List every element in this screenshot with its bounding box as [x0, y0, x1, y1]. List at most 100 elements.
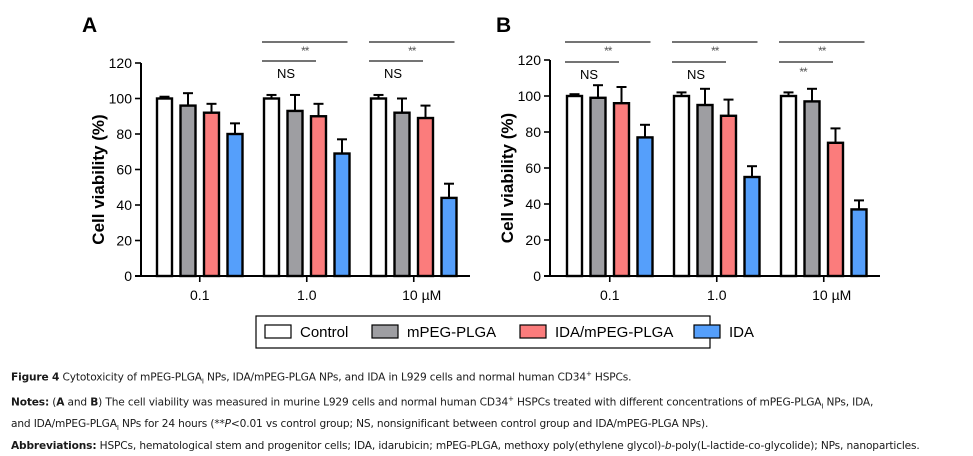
- legend-label: mPEG-PLGA: [407, 324, 496, 341]
- caption-sup: +: [508, 395, 514, 404]
- significance-label: **: [301, 44, 310, 58]
- caption-line-1: Figure 4 Cytotoxicity of mPEG-PLGAI NPs,…: [11, 366, 971, 391]
- caption-text: HSPCs, hematological stem and progenitor…: [96, 440, 665, 453]
- panel-a: A 0 20 40 60 80 100 120 Cell viability (%) 0.1 1.…: [82, 14, 470, 303]
- caption-text: HSPCs.: [591, 371, 632, 384]
- y-tick-label: 40: [525, 196, 541, 212]
- bar: [155, 97, 174, 278]
- bar: [286, 109, 304, 278]
- legend: Control mPEG-PLGA IDA/mPEG-PLGA IDA: [255, 315, 754, 349]
- caption-text: and IDA/mPEG-PLGA: [11, 418, 117, 431]
- panel-b-label: B: [496, 14, 511, 37]
- x-tick-label: 1.0: [707, 287, 727, 303]
- legend-swatch: [371, 324, 399, 339]
- x-tick-label: 10 µM: [812, 287, 851, 303]
- y-axis-label: Cell viability (%): [89, 114, 108, 244]
- caption-italic: P: [224, 418, 231, 431]
- legend-swatch: [693, 324, 721, 339]
- significance-label: NS: [580, 67, 598, 82]
- caption-text: NPs, IDA/mPEG-PLGA NPs, and IDA in L929 …: [203, 371, 586, 384]
- bar: [719, 114, 738, 278]
- bar: [636, 136, 654, 278]
- y-axis-label: Cell viability (%): [498, 113, 517, 243]
- y-tick-label: 80: [525, 124, 541, 140]
- caption-italic: b: [664, 440, 672, 453]
- caption-sub: I: [821, 402, 824, 411]
- bar: [416, 116, 435, 278]
- figure-label: Figure 4: [11, 371, 60, 384]
- caption-panel-ref: B: [90, 396, 99, 409]
- y-tick-label: 20: [525, 232, 541, 248]
- bar: [226, 132, 244, 278]
- y-tick-label: 120: [109, 55, 133, 71]
- y-tick-label: 0: [124, 268, 132, 284]
- significance-label: **: [711, 44, 720, 58]
- y-tick-label: 100: [109, 91, 133, 107]
- caption-abbreviations: Abbreviations: HSPCs, hematological stem…: [11, 438, 971, 456]
- bar: [262, 97, 281, 278]
- bar: [202, 111, 221, 278]
- bar: [743, 175, 761, 278]
- significance-label: NS: [277, 66, 295, 81]
- x-tick-label: 10 µM: [402, 287, 441, 303]
- legend-label: IDA/mPEG-PLGA: [555, 324, 673, 341]
- bar: [393, 111, 411, 278]
- y-tick-label: 0: [533, 268, 541, 284]
- bar: [589, 96, 607, 278]
- bar: [612, 101, 631, 278]
- caption-sub: I: [116, 424, 119, 433]
- bar: [309, 115, 328, 278]
- legend-swatch: [264, 324, 292, 339]
- significance-label: **: [408, 44, 417, 58]
- figure-caption: Figure 4 Cytotoxicity of mPEG-PLGAI NPs,…: [11, 366, 971, 456]
- x-tick-label: 0.1: [190, 287, 210, 303]
- bar: [672, 94, 691, 278]
- panel-b: B 0 20 40 60 80 100 120 Cell viability (%) 0.1 1.…: [496, 14, 880, 303]
- figure-canvas: A 0 20 40 60 80 100 120 Cell viability (%) 0.1 1.…: [82, 14, 880, 349]
- caption-text: HSPCs treated with different concentrati…: [513, 396, 822, 409]
- y-tick-label: 20: [116, 233, 132, 249]
- legend-swatch: [519, 324, 547, 339]
- caption-panel-ref: A: [56, 396, 65, 409]
- caption-text: (: [49, 396, 57, 409]
- y-tick-label: 100: [518, 88, 542, 104]
- significance-label: NS: [384, 66, 402, 81]
- bar: [179, 104, 197, 278]
- legend-label: IDA: [729, 324, 754, 341]
- bar: [779, 94, 798, 278]
- significance-label: **: [818, 44, 827, 58]
- y-tick-label: 40: [116, 197, 132, 213]
- caption-text: ) The cell viability was measured in mur…: [98, 396, 509, 409]
- significance-label: **: [604, 44, 613, 58]
- significance-label: **: [799, 65, 808, 79]
- y-tick-label: 60: [525, 160, 541, 176]
- bar: [565, 94, 584, 278]
- caption-text: NPs, IDA,: [823, 396, 874, 409]
- caption-notes-line-1: Notes: (A and B) The cell viability was …: [11, 391, 971, 416]
- caption-text: Cytotoxicity of mPEG-PLGA: [59, 371, 202, 384]
- caption-sup: +: [585, 370, 592, 378]
- caption-notes-line-2: and IDA/mPEG-PLGAI NPs for 24 hours (**P…: [11, 416, 971, 438]
- y-tick-label: 80: [116, 126, 132, 142]
- bar: [803, 100, 821, 278]
- y-tick-label: 60: [116, 162, 132, 178]
- bar: [369, 97, 388, 278]
- caption-sub: I: [201, 377, 204, 386]
- bar: [333, 152, 351, 278]
- abbreviations-label: Abbreviations:: [11, 440, 97, 453]
- y-tick-label: 120: [518, 52, 542, 68]
- caption-text: and: [64, 396, 91, 409]
- notes-label: Notes:: [11, 396, 50, 409]
- legend-label: Control: [300, 324, 348, 341]
- bar: [826, 141, 845, 278]
- bar: [696, 103, 714, 278]
- caption-text: -poly(L-lactide-co-glycolide); NPs, nano…: [671, 440, 920, 453]
- legend-box: [255, 315, 711, 349]
- bar: [440, 196, 458, 278]
- caption-text: <0.01 vs control group; NS, nonsignifica…: [230, 418, 709, 431]
- bar: [850, 208, 868, 278]
- significance-label: NS: [687, 67, 705, 82]
- caption-text: NPs for 24 hours (**: [118, 418, 225, 431]
- x-tick-label: 0.1: [600, 287, 620, 303]
- panel-a-label: A: [82, 14, 97, 37]
